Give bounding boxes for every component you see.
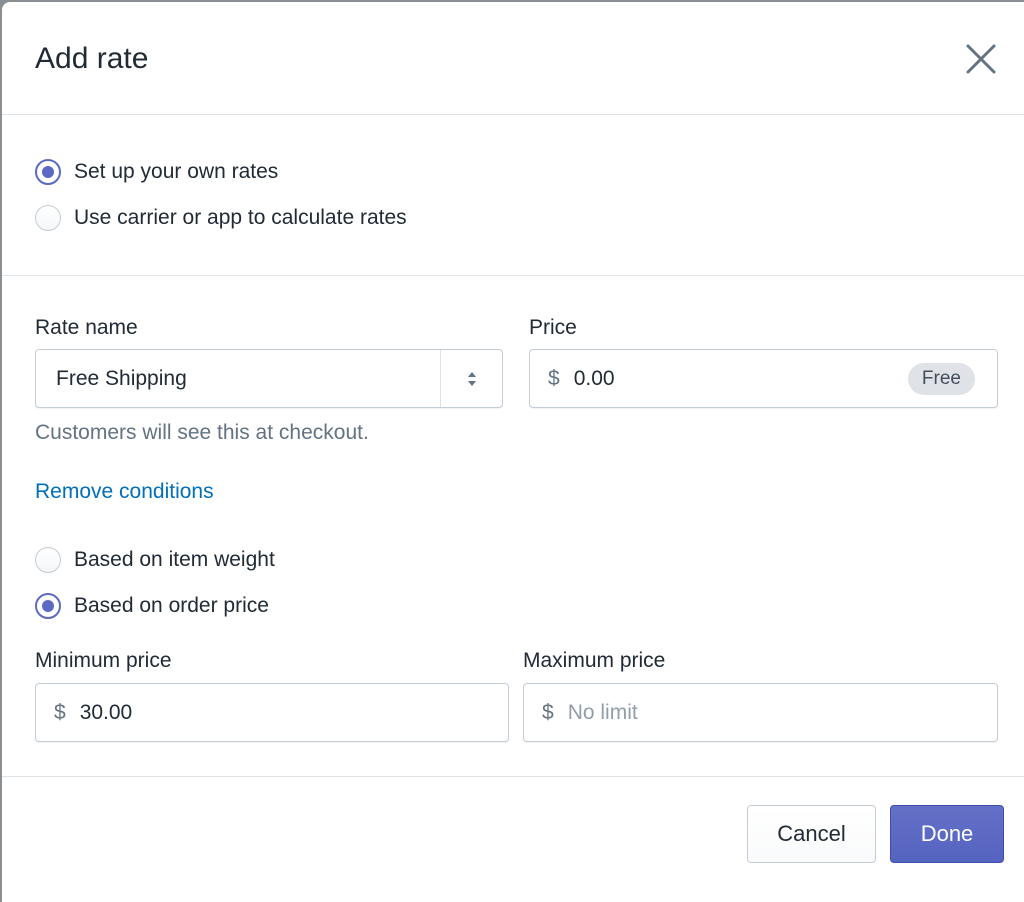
min-price-value: 30.00 — [79, 700, 133, 724]
currency-prefix: $ — [542, 700, 554, 724]
currency-prefix: $ — [54, 700, 66, 724]
rate-type-section: Set up your own rates Use carrier or app… — [2, 115, 1024, 276]
modal-title: Add rate — [35, 42, 149, 75]
radio-label: Use carrier or app to calculate rates — [74, 206, 407, 229]
radio-unchecked-icon — [35, 547, 61, 573]
remove-conditions-link[interactable]: Remove conditions — [35, 480, 214, 503]
caret-down-icon — [467, 380, 476, 386]
price-input[interactable]: $ 0.00 Free — [529, 349, 998, 408]
radio-item-weight[interactable]: Based on item weight — [35, 547, 275, 573]
price-label: Price — [529, 316, 577, 339]
rate-name-input[interactable]: Free Shipping — [35, 349, 503, 408]
cancel-button[interactable]: Cancel — [747, 805, 876, 863]
radio-own-rates[interactable]: Set up your own rates — [35, 159, 278, 185]
radio-carrier-rates[interactable]: Use carrier or app to calculate rates — [35, 205, 407, 231]
max-price-input[interactable]: $ No limit — [523, 683, 998, 742]
caret-up-icon — [467, 371, 476, 377]
modal-header: Add rate — [2, 2, 1024, 115]
min-price-label: Minimum price — [35, 649, 172, 672]
currency-prefix: $ — [548, 366, 560, 390]
radio-label: Based on item weight — [74, 548, 275, 571]
price-value: 0.00 — [573, 366, 615, 390]
radio-order-price[interactable]: Based on order price — [35, 593, 269, 619]
rate-name-label: Rate name — [35, 316, 138, 339]
radio-checked-icon — [35, 159, 61, 185]
radio-checked-icon — [35, 593, 61, 619]
rate-name-value: Free Shipping — [56, 366, 187, 390]
radio-label: Based on order price — [74, 594, 269, 617]
rate-name-help: Customers will see this at checkout. — [35, 421, 369, 444]
free-badge: Free — [907, 362, 975, 395]
radio-unchecked-icon — [35, 205, 61, 231]
done-button[interactable]: Done — [890, 805, 1004, 863]
rate-name-selector[interactable] — [440, 350, 502, 407]
max-price-label: Maximum price — [523, 649, 666, 672]
radio-label: Set up your own rates — [74, 160, 279, 183]
min-price-input[interactable]: $ 30.00 — [35, 683, 509, 742]
close-icon[interactable] — [964, 42, 998, 76]
max-price-placeholder: No limit — [567, 700, 638, 724]
rate-details-section: Rate name Free Shipping Price $ 0.00 Fre… — [2, 276, 1024, 777]
